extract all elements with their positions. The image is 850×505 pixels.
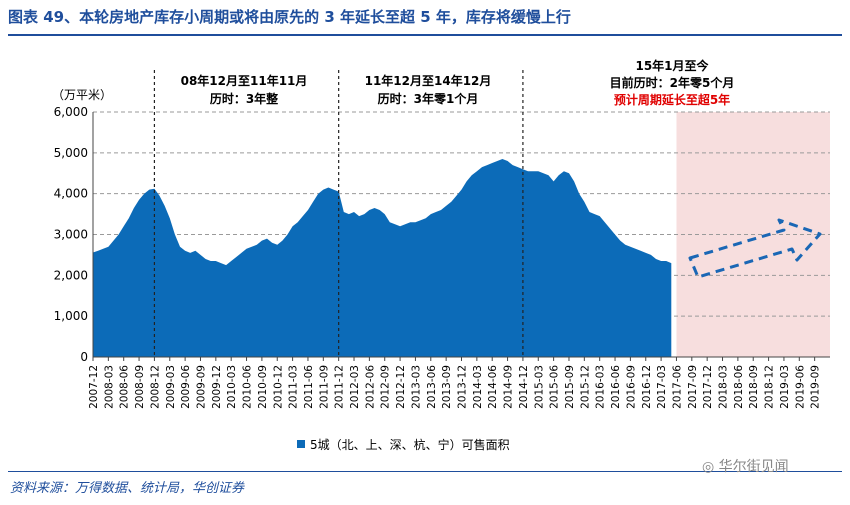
cycle-3-period: 15年1月至今 [635,58,709,73]
x-tick-label: 2009-06 [180,365,192,409]
cycle-2-duration: 历时：3年零1个月 [378,91,479,106]
cycle-3-duration: 目前历时：2年零5个月 [610,75,735,90]
x-tick-label: 2015-09 [564,365,576,409]
x-tick-label: 2016-09 [625,365,637,409]
x-tick-label: 2009-03 [165,365,177,409]
x-tick-label: 2016-12 [641,365,653,409]
x-tick-label: 2015-03 [533,365,545,409]
x-tick-label: 2010-06 [242,365,254,409]
source-divider [8,471,842,472]
x-tick-label: 2012-06 [364,365,376,409]
x-tick-label: 2012-12 [395,365,407,409]
x-tick-label: 2011-06 [303,365,315,409]
x-tick-label: 2014-09 [503,365,515,409]
x-tick-label: 2018-09 [748,365,760,409]
cycle-3-forecast-note: 预计周期延长至超5年 [614,92,730,107]
y-tick-label: 1,000 [54,309,88,323]
x-tick-label: 2010-03 [226,365,238,409]
x-tick-label: 2017-09 [687,365,699,409]
x-tick-label: 2014-03 [472,365,484,409]
x-tick-label: 2016-03 [595,365,607,409]
wechat-icon: ◎ [702,459,719,475]
y-tick-label: 0 [80,350,88,364]
series-area-5-cities [93,159,672,357]
y-axis-unit-label: （万平米） [52,88,112,102]
chart-title: 图表 49、本轮房地产库存小周期或将由原先的 3 年延长至超 5 年，库存将缓慢… [8,8,571,26]
x-tick-label: 2011-12 [334,365,346,409]
x-tick-label: 2013-12 [457,365,469,409]
watermark: ◎ 华尔街见闻 [702,456,789,476]
x-tick-label: 2010-09 [257,365,269,409]
x-tick-label: 2014-06 [487,365,499,409]
x-tick-label: 2012-03 [349,365,361,409]
y-tick-label: 4,000 [54,187,88,201]
x-tick-label: 2016-06 [610,365,622,409]
x-tick-label: 2013-03 [410,365,422,409]
x-tick-label: 2018-03 [718,365,730,409]
x-tick-labels: 2007-12 2008-03 2008-06 2008-09 2008-12 2009-… [88,357,822,409]
cycle-2-annotation: 11年12月至14年12月 历时：3年零1个月 [365,73,492,106]
data-source: 资料来源：万得数据、统计局，华创证券 [10,481,245,496]
upward-trend-arrow [688,218,822,279]
x-tick-label: 2008-06 [119,365,131,409]
x-tick-label: 2012-09 [380,365,392,409]
x-tick-label: 2011-09 [318,365,330,409]
x-tick-label: 2013-09 [441,365,453,409]
y-tick-label: 5,000 [54,146,88,160]
x-tick-label: 2017-12 [702,365,714,409]
x-tick-label: 2018-12 [764,365,776,409]
x-tick-label: 2010-12 [272,365,284,409]
y-tick-labels: 0 1,000 2,000 3,000 4,000 5,000 6,000 [54,105,88,364]
x-tick-label: 2018-06 [733,365,745,409]
x-tick-label: 2009-12 [211,365,223,409]
x-tick-label: 2015-12 [579,365,591,409]
x-tick-label: 2008-12 [149,365,161,409]
legend-swatch [297,440,305,448]
x-tick-label: 2019-03 [779,365,791,409]
legend-label: 5城（北、上、深、杭、宁）可售面积 [310,437,510,452]
x-tick-label: 2011-03 [288,365,300,409]
x-tick-label: 2013-06 [426,365,438,409]
cycle-2-period: 11年12月至14年12月 [365,73,492,88]
x-tick-label: 2008-03 [103,365,115,409]
x-tick-label: 2019-06 [794,365,806,409]
x-tick-label: 2014-12 [518,365,530,409]
cycle-1-period: 08年12月至11年11月 [181,73,308,88]
cycle-1-duration: 历时：3年整 [210,91,278,106]
x-tick-label: 2017-06 [671,365,683,409]
x-tick-label: 2007-12 [88,365,100,409]
y-tick-label: 6,000 [54,105,88,119]
x-tick-label: 2017-03 [656,365,668,409]
watermark-label: 华尔街见闻 [718,459,789,475]
x-tick-label: 2015-06 [549,365,561,409]
x-tick-label: 2019-09 [810,365,822,409]
cycle-3-annotation: 15年1月至今 目前历时：2年零5个月 预计周期延长至超5年 [610,58,735,107]
title-divider [8,34,842,36]
y-tick-label: 2,000 [54,268,88,282]
x-tick-label: 2008-09 [134,365,146,409]
cycle-1-annotation: 08年12月至11年11月 历时：3年整 [181,73,308,106]
legend: 5城（北、上、深、杭、宁）可售面积 [297,437,510,452]
x-tick-label: 2009-09 [195,365,207,409]
y-tick-label: 3,000 [54,228,88,242]
